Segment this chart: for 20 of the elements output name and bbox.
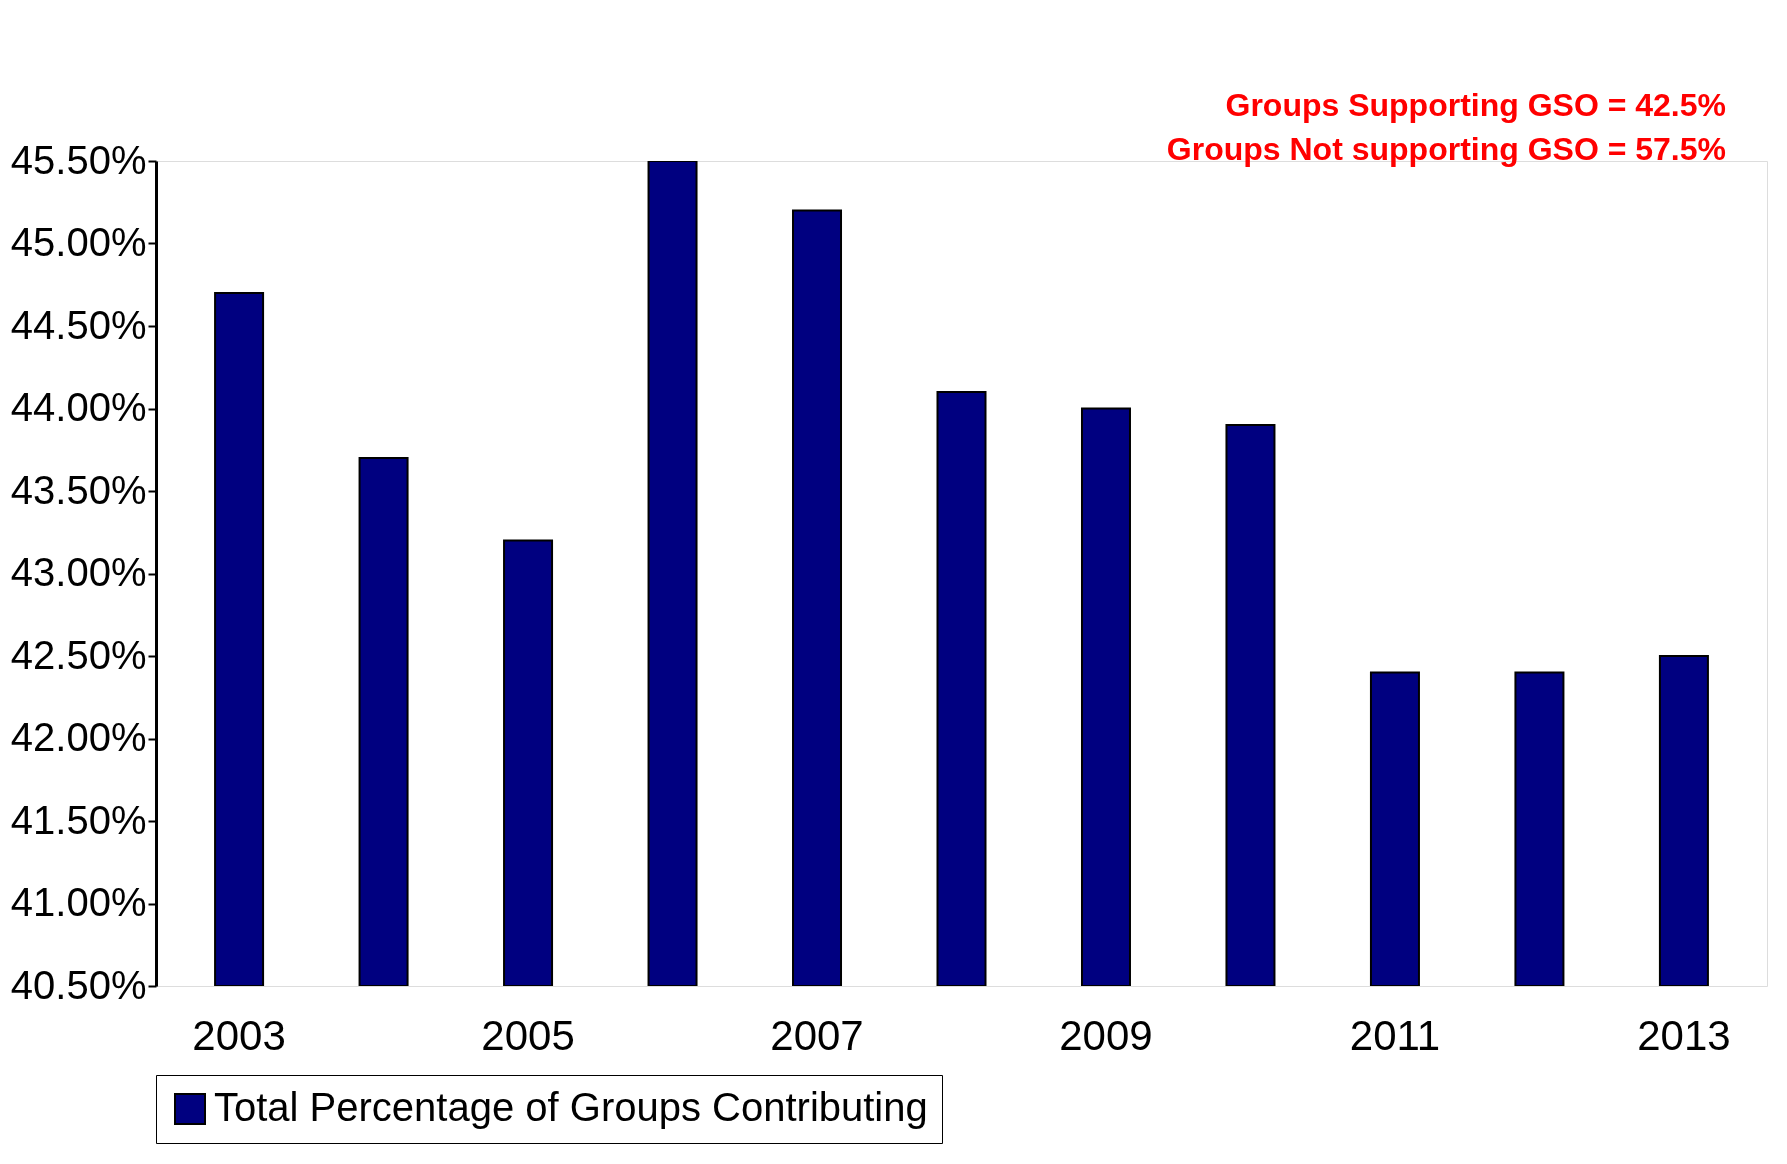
y-tick-label: 42.50% — [10, 632, 147, 677]
annotation: Groups Not supporting GSO = 57.5% — [1166, 131, 1726, 167]
y-tick-label: 44.00% — [10, 385, 147, 429]
text: Groups Supporting GSO = 42.5% — [1225, 87, 1726, 123]
y-tick-label: 43.50% — [10, 467, 147, 512]
legend-label: Total Percentage of Groups Contributing — [214, 1085, 928, 1129]
y-tick-label: 45.50% — [10, 137, 147, 182]
x-tick-label: 2011 — [1349, 1011, 1441, 1059]
y-tick-label: 44.50% — [10, 302, 147, 347]
x-tick-label: 2013 — [1637, 1011, 1731, 1059]
y-tick-label: 41.50% — [10, 797, 147, 842]
y-tick-label: 40.50% — [10, 962, 147, 1007]
x-tick-label: 2007 — [770, 1011, 864, 1059]
x-tick-label: 2003 — [192, 1011, 286, 1059]
x-tick-label: 2009 — [1059, 1011, 1153, 1059]
y-tick-label: 41.00% — [10, 880, 147, 924]
x-tick-label: 2005 — [481, 1011, 575, 1059]
y-tick-label: 42.00% — [10, 715, 147, 759]
y-tick-label: 45.00% — [10, 220, 147, 264]
y-tick-label: 43.00% — [10, 550, 147, 594]
